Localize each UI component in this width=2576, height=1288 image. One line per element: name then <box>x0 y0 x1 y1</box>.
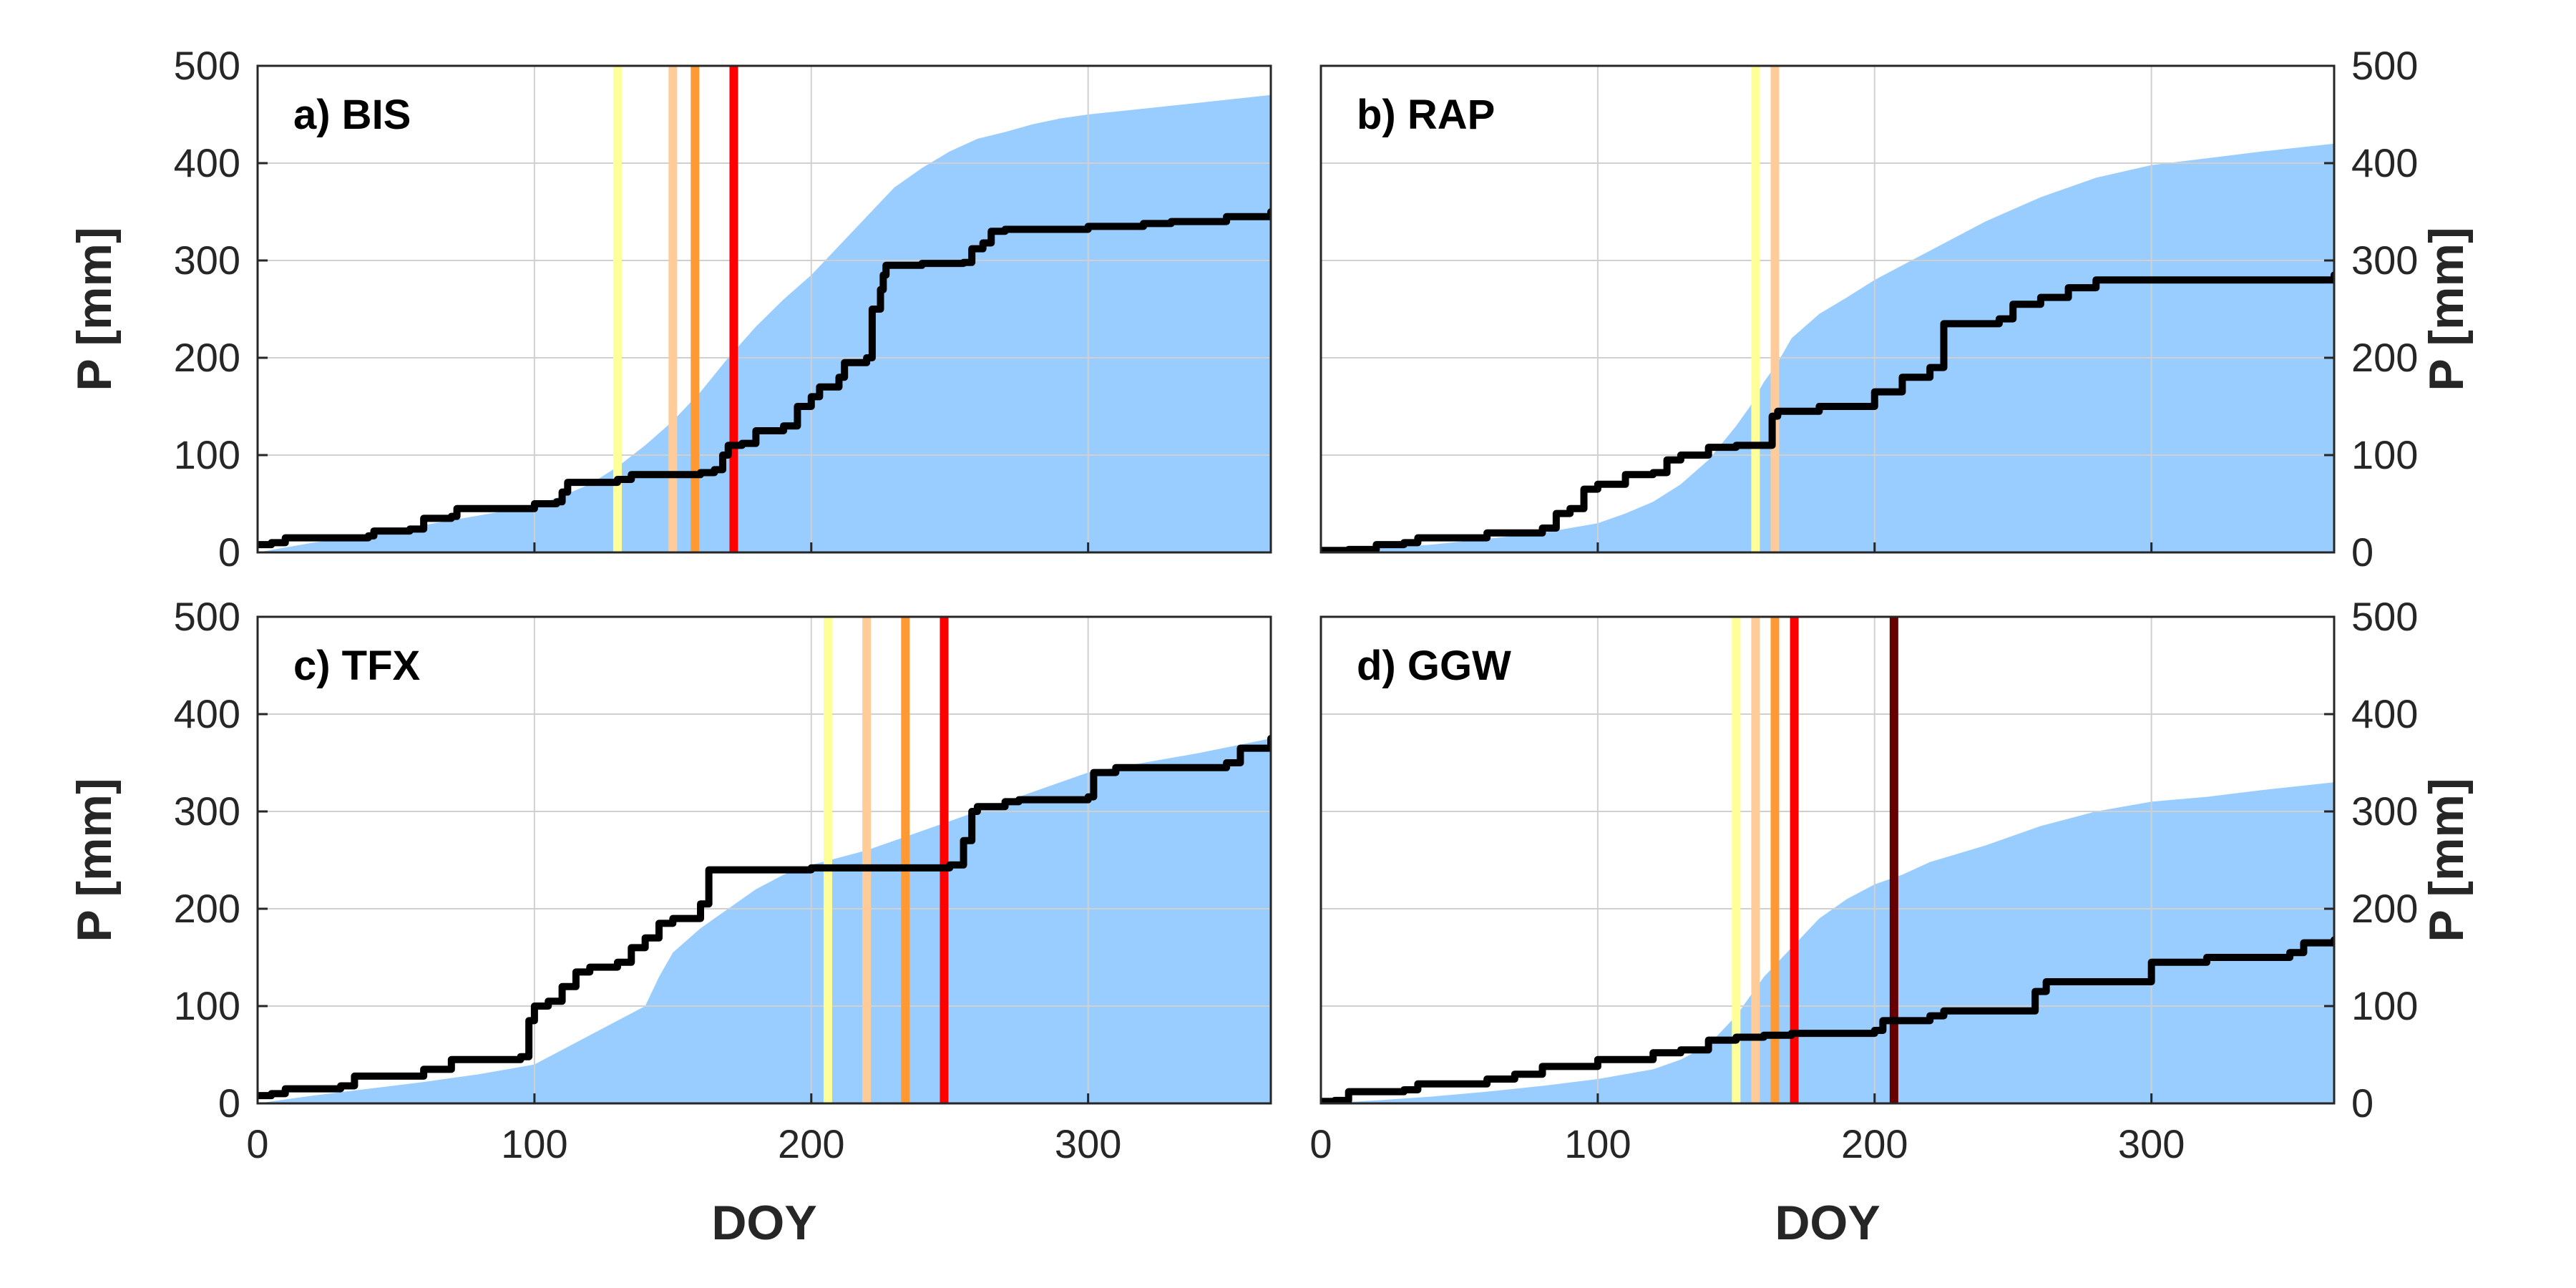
y-tick-label: 0 <box>2351 1080 2373 1126</box>
panel-title: b) RAP <box>1357 92 1495 138</box>
y-tick-label: 400 <box>174 140 240 185</box>
y-tick-label: 100 <box>174 983 240 1028</box>
y-tick-label: 300 <box>2351 238 2418 283</box>
cumulative-line <box>258 735 1271 1100</box>
cumulative-area <box>258 738 1271 1103</box>
data-layer <box>258 617 1271 1103</box>
data-layer <box>258 66 1271 552</box>
cumulative-line <box>1321 936 2334 1103</box>
x-tick-label: 0 <box>1309 1121 1332 1166</box>
panel-title: d) GGW <box>1357 643 1511 689</box>
data-layer <box>1321 66 2334 552</box>
y-tick-label: 0 <box>218 530 240 575</box>
x-tick-label: 200 <box>1841 1121 1908 1166</box>
y-tick-label: 300 <box>174 789 240 834</box>
cumulative-area <box>1321 143 2334 552</box>
y-tick-label: 400 <box>174 691 240 736</box>
y-tick-label: 500 <box>2351 594 2418 639</box>
cumulative-line <box>258 208 1271 549</box>
y-tick-label: 500 <box>174 594 240 639</box>
data-layer <box>1321 617 2334 1103</box>
x-axis-label: DOY <box>711 1196 816 1250</box>
panel-1: 0 100 200 300 400 500 P [mm] a) BIS <box>67 43 1272 575</box>
x-tick-label: 0 <box>246 1121 268 1166</box>
y-tick-label: 300 <box>174 238 240 283</box>
y-tick-label: 0 <box>218 1080 240 1126</box>
cumulative-line <box>1321 271 2334 552</box>
x-axis-label: DOY <box>1775 1196 1880 1250</box>
y-tick-label: 500 <box>2351 43 2418 88</box>
y-tick-label: 0 <box>2351 530 2373 575</box>
panel-title: c) TFX <box>293 643 421 689</box>
y-tick-label: 200 <box>2351 335 2418 380</box>
y-tick-label: 500 <box>174 43 240 88</box>
cumulative-area <box>1321 782 2334 1103</box>
panel-2: 0 100 200 300 400 500 P [mm] b) RAP <box>1319 43 2474 575</box>
y-axis-label: P [mm] <box>2419 778 2474 942</box>
x-tick-label: 300 <box>1055 1121 1121 1166</box>
y-tick-label: 400 <box>2351 140 2418 185</box>
panel-title: a) BIS <box>293 92 411 138</box>
y-tick-label: 200 <box>2351 886 2418 931</box>
cumulative-area <box>258 94 1271 552</box>
y-axis-label: P [mm] <box>67 227 122 391</box>
y-axis-label: P [mm] <box>67 778 122 942</box>
y-tick-label: 200 <box>174 886 240 931</box>
axes-box <box>1319 64 2336 554</box>
y-tick-label: 100 <box>2351 983 2418 1028</box>
y-tick-label: 200 <box>174 335 240 380</box>
y-tick-label: 100 <box>174 432 240 477</box>
x-tick-label: 200 <box>778 1121 844 1166</box>
axes-box <box>1319 615 2336 1105</box>
y-tick-label: 300 <box>2351 789 2418 834</box>
axes-box <box>256 615 1272 1105</box>
x-tick-label: 100 <box>501 1121 567 1166</box>
x-tick-label: 300 <box>2118 1121 2185 1166</box>
y-tick-label: 400 <box>2351 691 2418 736</box>
panel-3: 0 100 200 300 400 500 0 100 200 300 P [mm] DOY c) TF… <box>67 594 1272 1250</box>
axes-box <box>256 64 1272 554</box>
y-tick-label: 100 <box>2351 432 2418 477</box>
x-tick-label: 100 <box>1564 1121 1631 1166</box>
y-axis-label: P [mm] <box>2419 227 2474 391</box>
